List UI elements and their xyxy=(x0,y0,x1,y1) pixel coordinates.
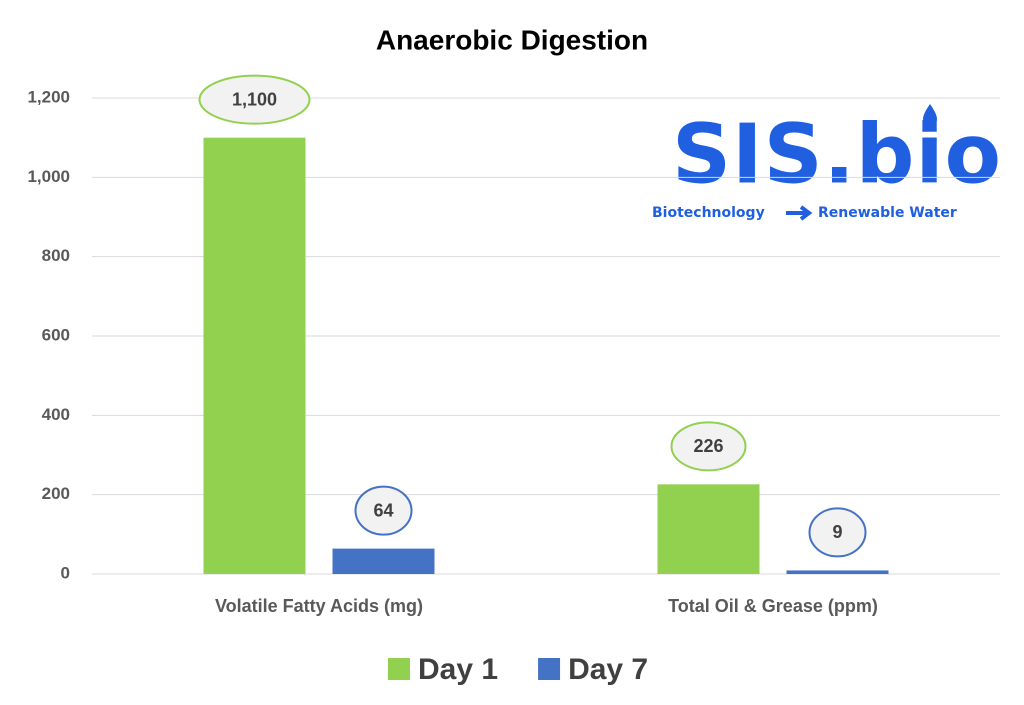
logo-arrow xyxy=(786,205,813,221)
value-label: 226 xyxy=(693,436,723,456)
legend-label: Day 1 xyxy=(418,653,498,686)
y-tick-label: 600 xyxy=(42,325,70,344)
value-label: 9 xyxy=(832,522,842,542)
value-label-bubble xyxy=(354,485,413,536)
x-tick-label: Volatile Fatty Acids (mg) xyxy=(215,596,423,616)
y-tick-label: 0 xyxy=(61,563,70,582)
logo-drop xyxy=(923,104,937,126)
y-tick-label: 800 xyxy=(42,246,70,265)
logo-left: Biotechnology xyxy=(652,205,765,221)
bar xyxy=(332,548,435,574)
y-tick-label: 1,000 xyxy=(27,167,70,186)
logo-right: Renewable Water xyxy=(818,205,957,221)
value-label-bubble xyxy=(198,74,311,125)
value-label-bubble xyxy=(670,421,747,472)
x-tick-label: Total Oil & Grease (ppm) xyxy=(668,596,878,616)
value-label: 64 xyxy=(373,500,393,520)
y-tick-label: 200 xyxy=(42,484,70,503)
logo: SIS.bio Biotechnology Renewable Water xyxy=(652,104,1002,221)
legend-swatch xyxy=(538,658,561,680)
chart-title: Anaerobic Digestion xyxy=(376,24,648,55)
bar xyxy=(786,570,889,574)
bar xyxy=(203,137,306,574)
y-tick-label: 400 xyxy=(42,405,70,424)
logo-name: SIS.bio xyxy=(672,107,1002,202)
value-label-bubble xyxy=(808,507,867,558)
y-tick-label: 1,200 xyxy=(27,87,70,106)
value-label: 1,100 xyxy=(232,89,277,109)
legend-swatch xyxy=(388,658,410,680)
legend-label: Day 7 xyxy=(568,653,648,686)
bar xyxy=(657,484,760,574)
